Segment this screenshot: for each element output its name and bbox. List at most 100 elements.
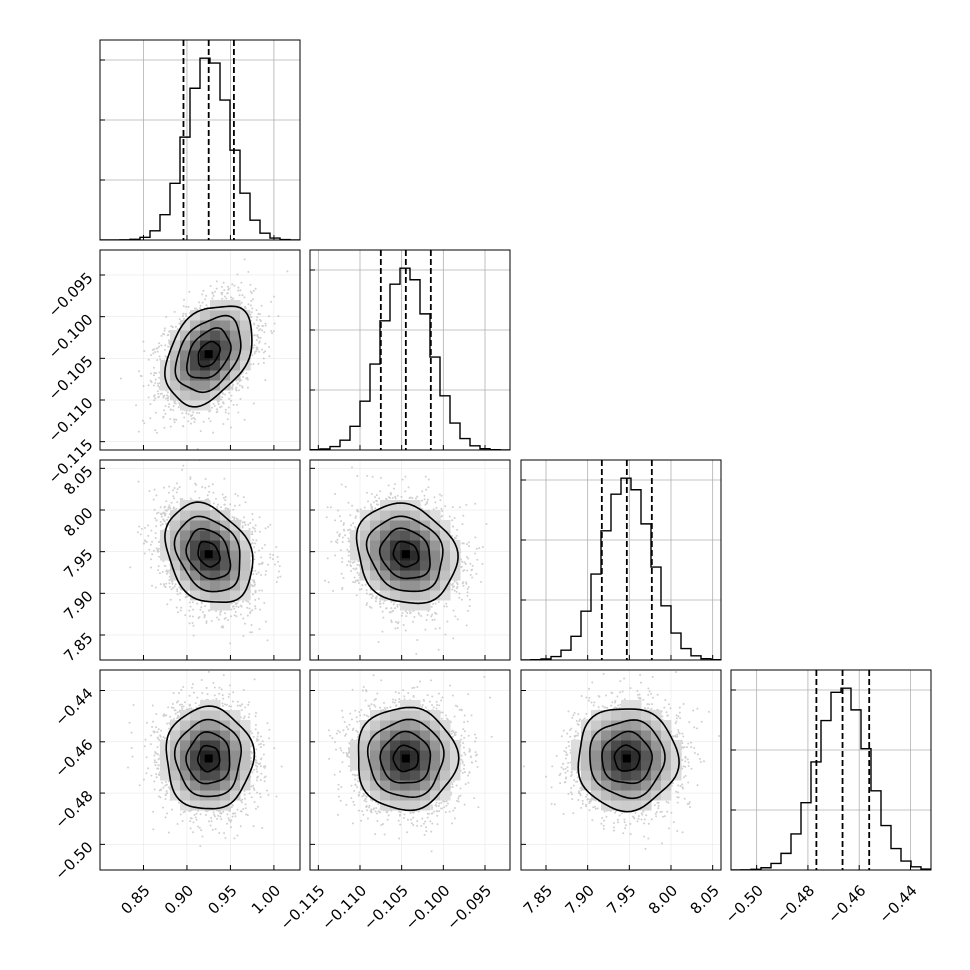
sample-point (581, 802, 584, 805)
sample-point (341, 561, 344, 564)
sample-point (363, 799, 366, 802)
sample-point (141, 419, 144, 422)
scatter-panel-4-1 (100, 670, 300, 870)
sample-point (577, 713, 580, 716)
density-cell (581, 730, 592, 741)
sample-point (250, 299, 253, 302)
sample-point (576, 732, 579, 735)
sample-point (220, 285, 223, 288)
sample-point (678, 732, 681, 735)
density-cell (450, 560, 461, 571)
sample-point (435, 809, 438, 812)
density-cell (571, 760, 582, 771)
sample-point (686, 802, 689, 805)
sample-point (566, 769, 569, 772)
sample-point (326, 506, 329, 509)
sample-point (409, 612, 412, 615)
sample-point (267, 315, 270, 318)
sample-point (172, 692, 175, 695)
sample-point (182, 464, 185, 467)
sample-point (338, 535, 341, 538)
sample-point (255, 739, 258, 742)
density-cell (360, 570, 371, 581)
sample-point (365, 491, 368, 494)
sample-point (251, 609, 254, 612)
sample-point (163, 333, 166, 336)
sample-point (176, 611, 179, 614)
sample-point (194, 816, 197, 819)
density-cell (180, 770, 191, 781)
sample-point (471, 576, 474, 579)
sample-point (464, 562, 467, 565)
density-cell (200, 790, 211, 801)
sample-point (244, 501, 247, 504)
sample-point (458, 592, 461, 595)
density-cell (591, 720, 602, 731)
sample-point (395, 620, 398, 623)
sample-point (191, 686, 194, 689)
sample-point (347, 554, 350, 557)
sample-point (640, 662, 642, 664)
density-cell (210, 580, 221, 591)
sample-point (147, 767, 150, 770)
sample-point (452, 637, 455, 640)
sample-point (174, 325, 177, 328)
sample-point (570, 773, 573, 776)
density-cell (220, 770, 231, 781)
contour-line (174, 314, 242, 394)
sample-point (398, 698, 401, 701)
sample-point (637, 817, 640, 820)
sample-point (665, 711, 668, 714)
sample-point (470, 714, 473, 717)
sample-point (233, 516, 236, 519)
density-cell (240, 340, 251, 351)
sample-point (463, 561, 466, 564)
sample-point (619, 691, 622, 694)
sample-point (163, 329, 166, 332)
sample-point (143, 552, 146, 555)
sample-point (330, 540, 333, 543)
sample-point (164, 797, 167, 800)
density-cell (180, 720, 191, 731)
sample-point (192, 821, 195, 824)
sample-point (212, 402, 215, 405)
sample-point (221, 396, 224, 399)
density-cell (180, 320, 191, 331)
sample-point (367, 715, 370, 718)
density-cell (601, 740, 612, 751)
density-cell (430, 520, 441, 531)
sample-point (461, 761, 464, 764)
density-cell (200, 520, 211, 531)
sample-point (168, 523, 171, 526)
sample-point (356, 720, 359, 723)
sample-point (457, 800, 460, 803)
sample-point (239, 398, 242, 401)
density-cell (370, 750, 381, 761)
sample-point (198, 301, 201, 304)
sample-point (636, 693, 639, 696)
sample-point (452, 731, 455, 734)
sample-point (378, 600, 381, 603)
density-cell (430, 590, 441, 601)
sample-point (397, 692, 400, 695)
sample-point (677, 791, 680, 794)
sample-point (273, 322, 276, 325)
sample-point (439, 499, 442, 502)
sample-point (575, 720, 578, 723)
sample-point (362, 792, 365, 795)
sample-point (208, 490, 211, 493)
sample-point (387, 484, 390, 487)
sample-point (149, 372, 152, 375)
sample-point (181, 820, 184, 823)
sample-point (158, 555, 161, 558)
sample-point (183, 701, 186, 704)
sample-point (224, 411, 227, 414)
sample-point (451, 783, 454, 786)
density-cell (420, 530, 431, 541)
sample-point (344, 485, 347, 488)
sample-point (679, 785, 682, 788)
sample-point (675, 790, 678, 793)
sample-point (275, 580, 278, 583)
density-cell (370, 560, 381, 571)
histogram-panel-2 (310, 250, 510, 450)
